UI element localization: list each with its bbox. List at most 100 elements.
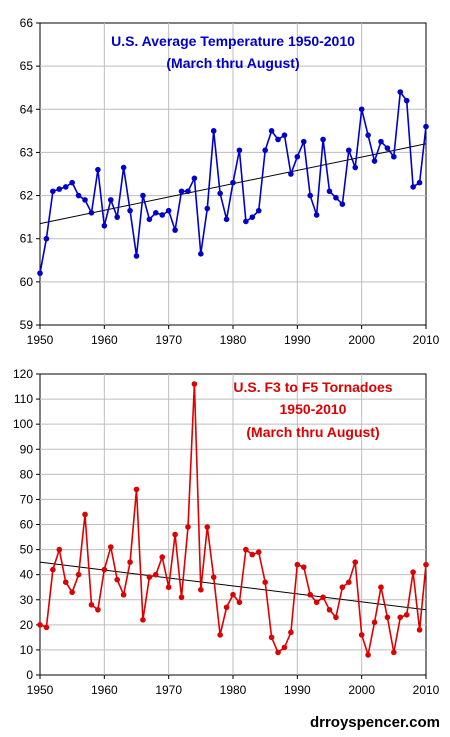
tornado-y-tick-label: 60 [20, 518, 34, 532]
tornado-data-point [410, 569, 416, 575]
tornado-data-point [320, 594, 326, 601]
tornado-y-tick-label: 20 [20, 618, 34, 632]
tornado-data-point [236, 599, 243, 606]
temp-data-point [255, 207, 262, 214]
temp-data-point [50, 188, 56, 195]
tornado-data-point [75, 571, 82, 578]
temp-data-point [75, 192, 82, 199]
temp-data-point [423, 123, 429, 130]
tornado-data-point [281, 644, 288, 651]
credit-text: drroyspencer.com [310, 714, 440, 731]
temp-data-point [217, 190, 223, 197]
tornado-data-point [416, 627, 423, 633]
temp-data-point [249, 214, 256, 220]
tornado-data-point [127, 559, 133, 565]
temp-data-point [56, 186, 63, 192]
tornado-data-point [204, 524, 211, 530]
tornado-title-line: 1950-2010 [280, 401, 347, 417]
tornado-y-tick-label: 110 [14, 392, 33, 406]
temp-data-point [198, 251, 204, 257]
tornado-y-tick-label: 100 [13, 417, 33, 431]
tornado-x-tick-label: 1960 [91, 683, 118, 697]
tornado-y-tick-label: 10 [20, 643, 34, 657]
tornado-data-point [43, 624, 50, 631]
tornado-data-point [249, 551, 256, 558]
tornado-y-tick-label: 80 [20, 467, 34, 481]
temp-data-point [268, 128, 275, 134]
temp-data-point [333, 194, 339, 201]
temp-data-point [230, 179, 236, 186]
temp-data-point [165, 207, 172, 214]
tornado-data-point [384, 614, 391, 621]
tornado-data-point [230, 591, 236, 598]
tornado-x-tick-label: 2000 [348, 683, 375, 697]
temp-data-point [262, 147, 268, 154]
tornado-data-point [300, 564, 307, 570]
temp-data-point [365, 132, 371, 138]
temp-data-point [146, 216, 153, 223]
temp-data-point [384, 145, 391, 151]
tornado-data-point [288, 629, 294, 636]
tornado-x-tick-label: 1990 [284, 683, 311, 697]
temp-data-point [236, 147, 243, 154]
temp-y-tick-label: 61 [20, 232, 34, 246]
tornado-data-point [198, 586, 204, 593]
temp-y-tick-label: 66 [20, 16, 34, 30]
tornado-data-point [146, 574, 153, 580]
temp-data-point [127, 207, 133, 214]
temp-data-point [133, 253, 140, 259]
tornado-data-point [101, 566, 108, 573]
temp-data-point [300, 138, 307, 145]
temp-y-tick-label: 59 [20, 318, 34, 332]
temp-data-point [120, 164, 127, 171]
tornado-data-point [56, 546, 63, 553]
temp-y-tick-label: 60 [20, 275, 34, 289]
temp-data-point [397, 89, 404, 95]
temp-data-point [95, 166, 101, 173]
tornado-data-point [107, 544, 114, 550]
tornado-data-point [82, 511, 88, 518]
temp-y-tick-label: 64 [20, 102, 34, 116]
tornado-data-point [275, 649, 281, 656]
tornado-data-point [262, 579, 268, 585]
tornado-title-line: U.S. F3 to F5 Tornadoes [233, 379, 392, 395]
temp-data-point [339, 201, 346, 207]
temp-x-tick-label: 1980 [220, 333, 247, 347]
tornado-x-tick-label: 1970 [155, 683, 182, 697]
temp-title-line: (March thru August) [166, 55, 299, 71]
tornado-x-tick-label: 1980 [220, 683, 247, 697]
temp-data-point [107, 197, 114, 203]
tornado-data-point [255, 549, 262, 555]
tornado-y-tick-label: 0 [26, 668, 33, 682]
tornado-title-line: (March thru August) [246, 424, 379, 440]
temp-data-point [358, 106, 365, 113]
tornado-data-point [165, 584, 172, 591]
tornado-data-point [191, 381, 198, 387]
tornado-data-point [95, 606, 101, 613]
temp-y-tick-label: 65 [20, 59, 34, 73]
tornado-data-point [378, 584, 384, 591]
temp-x-tick-label: 1960 [91, 333, 118, 347]
temp-data-point [37, 270, 43, 277]
temp-data-point [153, 210, 159, 216]
temp-data-point [410, 184, 416, 190]
temp-data-point [371, 158, 378, 164]
tornado-data-point [153, 571, 159, 578]
temp-data-point [307, 192, 314, 199]
temp-data-point [140, 192, 146, 199]
tornado-x-tick-label: 2010 [413, 683, 440, 697]
tornado-data-point [50, 566, 56, 573]
temp-x-tick-label: 1970 [155, 333, 182, 347]
tornado-data-point [223, 604, 230, 611]
temp-x-tick-label: 1990 [284, 333, 311, 347]
temp-data-point [172, 227, 178, 233]
temp-data-point [416, 179, 423, 186]
tornado-data-point [371, 619, 378, 626]
tornado-data-point [397, 614, 404, 621]
tornado-data-point [133, 486, 140, 493]
tornado-data-point [391, 649, 397, 656]
tornado-data-point [185, 524, 191, 530]
tornado-data-point [339, 584, 346, 591]
tornado-data-point [333, 614, 339, 621]
tornado-y-tick-label: 30 [20, 593, 34, 607]
